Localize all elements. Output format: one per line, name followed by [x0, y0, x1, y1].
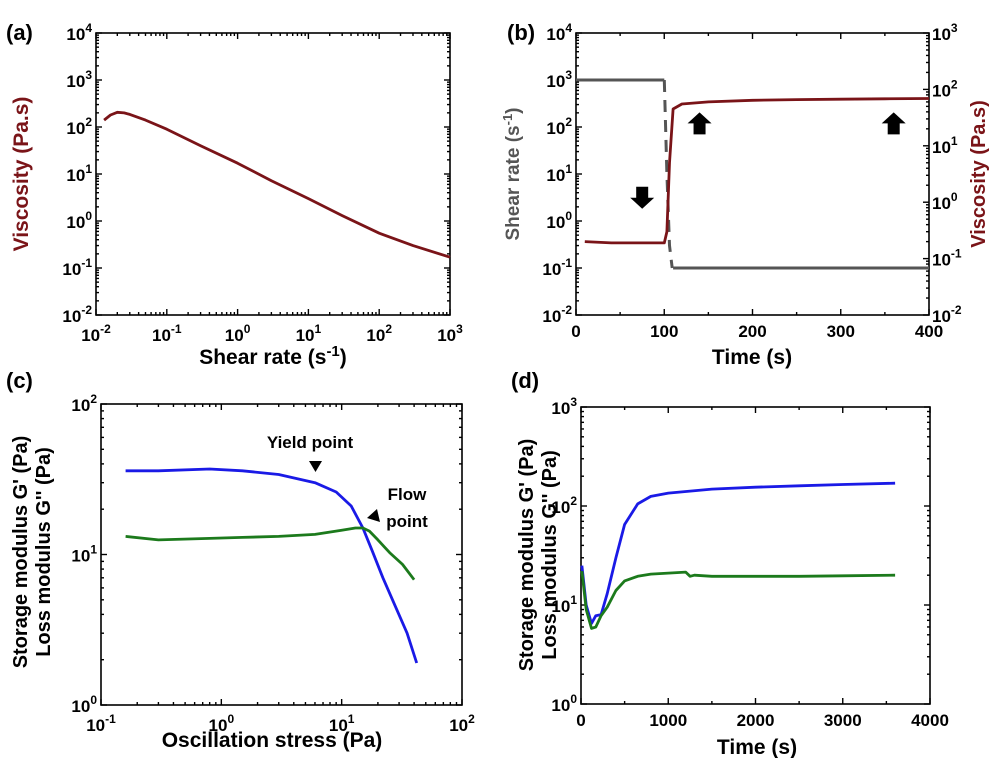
- panel-d: (d) 0 1000 2000 3000 4000 100 101 102 103 Time (…: [511, 368, 949, 758]
- y-tick-label: 102: [71, 392, 97, 415]
- panel-d-frame: [580, 406, 931, 705]
- x-tick-label: 102: [366, 322, 392, 345]
- panel-d-ylabel-loss: Loss modulus G'' (Pa): [539, 450, 561, 660]
- y-tick-label: 104: [66, 21, 92, 44]
- y-tick-label: 103: [66, 68, 92, 91]
- series-line-green: [580, 570, 896, 630]
- series-line-red: [584, 97, 930, 245]
- y-tick-label: 101: [66, 162, 92, 185]
- panel-d-ylabel-storage: Storage modulus G' (Pa): [516, 439, 538, 672]
- y-tick-label: 102: [66, 115, 92, 138]
- panel-d-label: (d): [511, 368, 539, 393]
- panel-d-series: [580, 481, 896, 630]
- panel-b-ylabel-right: Viscosity (Pa.s): [968, 100, 990, 248]
- series-line-blue: [580, 481, 896, 625]
- x-tick-label: 0: [576, 711, 585, 730]
- y2-tick-label: 102: [932, 77, 958, 100]
- panel-a-xlabel: Shear rate (s-1): [199, 343, 347, 369]
- panel-a-ylabel: Viscosity (Pa.s): [10, 97, 33, 252]
- panel-d-ticks: 0 1000 2000 3000 4000 100 101 102 103: [551, 395, 949, 730]
- x-tick-label: 101: [329, 712, 355, 735]
- y2-tick-label: 103: [932, 21, 958, 44]
- series-line-blue: [125, 467, 419, 664]
- y-tick-label: 100: [546, 209, 572, 232]
- y-tick-label: 10-1: [62, 256, 92, 279]
- y2-tick-label: 10-1: [932, 247, 962, 270]
- x-tick-label: 10-1: [86, 712, 116, 735]
- panel-a: (a) 10-2 10-1 100 101 102 10310-210-110010110…: [6, 20, 463, 369]
- x-tick-label: 300: [827, 322, 855, 341]
- panel-b-arrows: [630, 112, 906, 209]
- panel-a-frame: [95, 32, 451, 316]
- y-tick-label: 104: [546, 21, 572, 44]
- panel-b-frame: [575, 32, 930, 316]
- y-tick-label: 100: [551, 692, 577, 715]
- panel-b-label: (b): [507, 20, 535, 45]
- x-tick-label: 400: [915, 322, 943, 341]
- x-tick-label: 3000: [824, 711, 862, 730]
- x-tick-label: 2000: [737, 711, 775, 730]
- panel-c-label: (c): [6, 368, 33, 393]
- x-tick-label: 100: [650, 322, 678, 341]
- block-arrow-down: [630, 186, 655, 209]
- panel-b-ylabel-left: Shear rate (s-1): [500, 107, 524, 240]
- y-tick-label: 102: [551, 494, 577, 517]
- y2-tick-label: 100: [932, 190, 958, 213]
- x-tick-label: 103: [437, 322, 463, 345]
- x-tick-label: 1000: [649, 711, 687, 730]
- y-tick-label: 101: [71, 543, 97, 566]
- series-line-green: [125, 526, 416, 581]
- x-tick-label: 101: [296, 322, 322, 345]
- flow-point-annotation-line1: Flow: [388, 485, 427, 504]
- panel-c-ylabel-storage: Storage modulus G' (Pa): [10, 436, 32, 669]
- y2-tick-label: 10-2: [932, 303, 962, 326]
- y-tick-label: 10-1: [542, 256, 572, 279]
- x-tick-label: 0: [571, 322, 580, 341]
- panel-a-label: (a): [6, 20, 33, 45]
- panel-b: (b) 0 100 200 300 40010-210-1100101102103104…: [500, 20, 990, 369]
- panel-c-ylabel-loss: Loss modulus G'' (Pa): [33, 447, 55, 657]
- panel-a-ticks: 10-2 10-1 100 101 102 103 10-2 10-1 100 101 102 103…: [62, 21, 463, 345]
- x-tick-label: 100: [225, 322, 251, 345]
- y-tick-label: 100: [71, 693, 97, 716]
- panel-a-series: [103, 110, 451, 259]
- panel-b-ticks: 0 100 200 300 40010-210-110010110210310410-2…: [542, 21, 962, 341]
- yield-point-arrow: [309, 461, 322, 472]
- block-arrow-up: [881, 112, 906, 135]
- y2-tick-label: 101: [932, 134, 958, 157]
- y-tick-label: 100: [66, 209, 92, 232]
- x-tick-label: 10-2: [81, 322, 111, 345]
- flow-point-annotation-line2: point: [386, 512, 428, 531]
- x-tick-label: 10-1: [152, 322, 182, 345]
- y-tick-label: 102: [546, 115, 572, 138]
- panel-d-xlabel: Time (s): [717, 736, 797, 758]
- yield-point-annotation: Yield point: [267, 433, 354, 452]
- y-tick-label: 101: [546, 162, 572, 185]
- y-tick-label: 101: [551, 593, 577, 616]
- x-tick-label: 102: [449, 712, 475, 735]
- y-tick-label: 103: [551, 395, 577, 418]
- y-tick-label: 10-2: [542, 303, 572, 326]
- panel-b-xlabel: Time (s): [712, 346, 792, 369]
- panel-c-xlabel: Oscillation stress (Pa): [162, 729, 383, 752]
- x-tick-label: 4000: [911, 711, 949, 730]
- panel-b-series: [576, 78, 930, 270]
- flow-point-arrow: [367, 509, 380, 522]
- block-arrow-up: [687, 112, 712, 135]
- series-line-red: [103, 110, 451, 259]
- x-tick-label: 100: [209, 712, 235, 735]
- x-tick-label: 200: [738, 322, 766, 341]
- y-tick-label: 10-2: [62, 303, 92, 326]
- panel-c-series: [125, 467, 419, 664]
- y-tick-label: 103: [546, 68, 572, 91]
